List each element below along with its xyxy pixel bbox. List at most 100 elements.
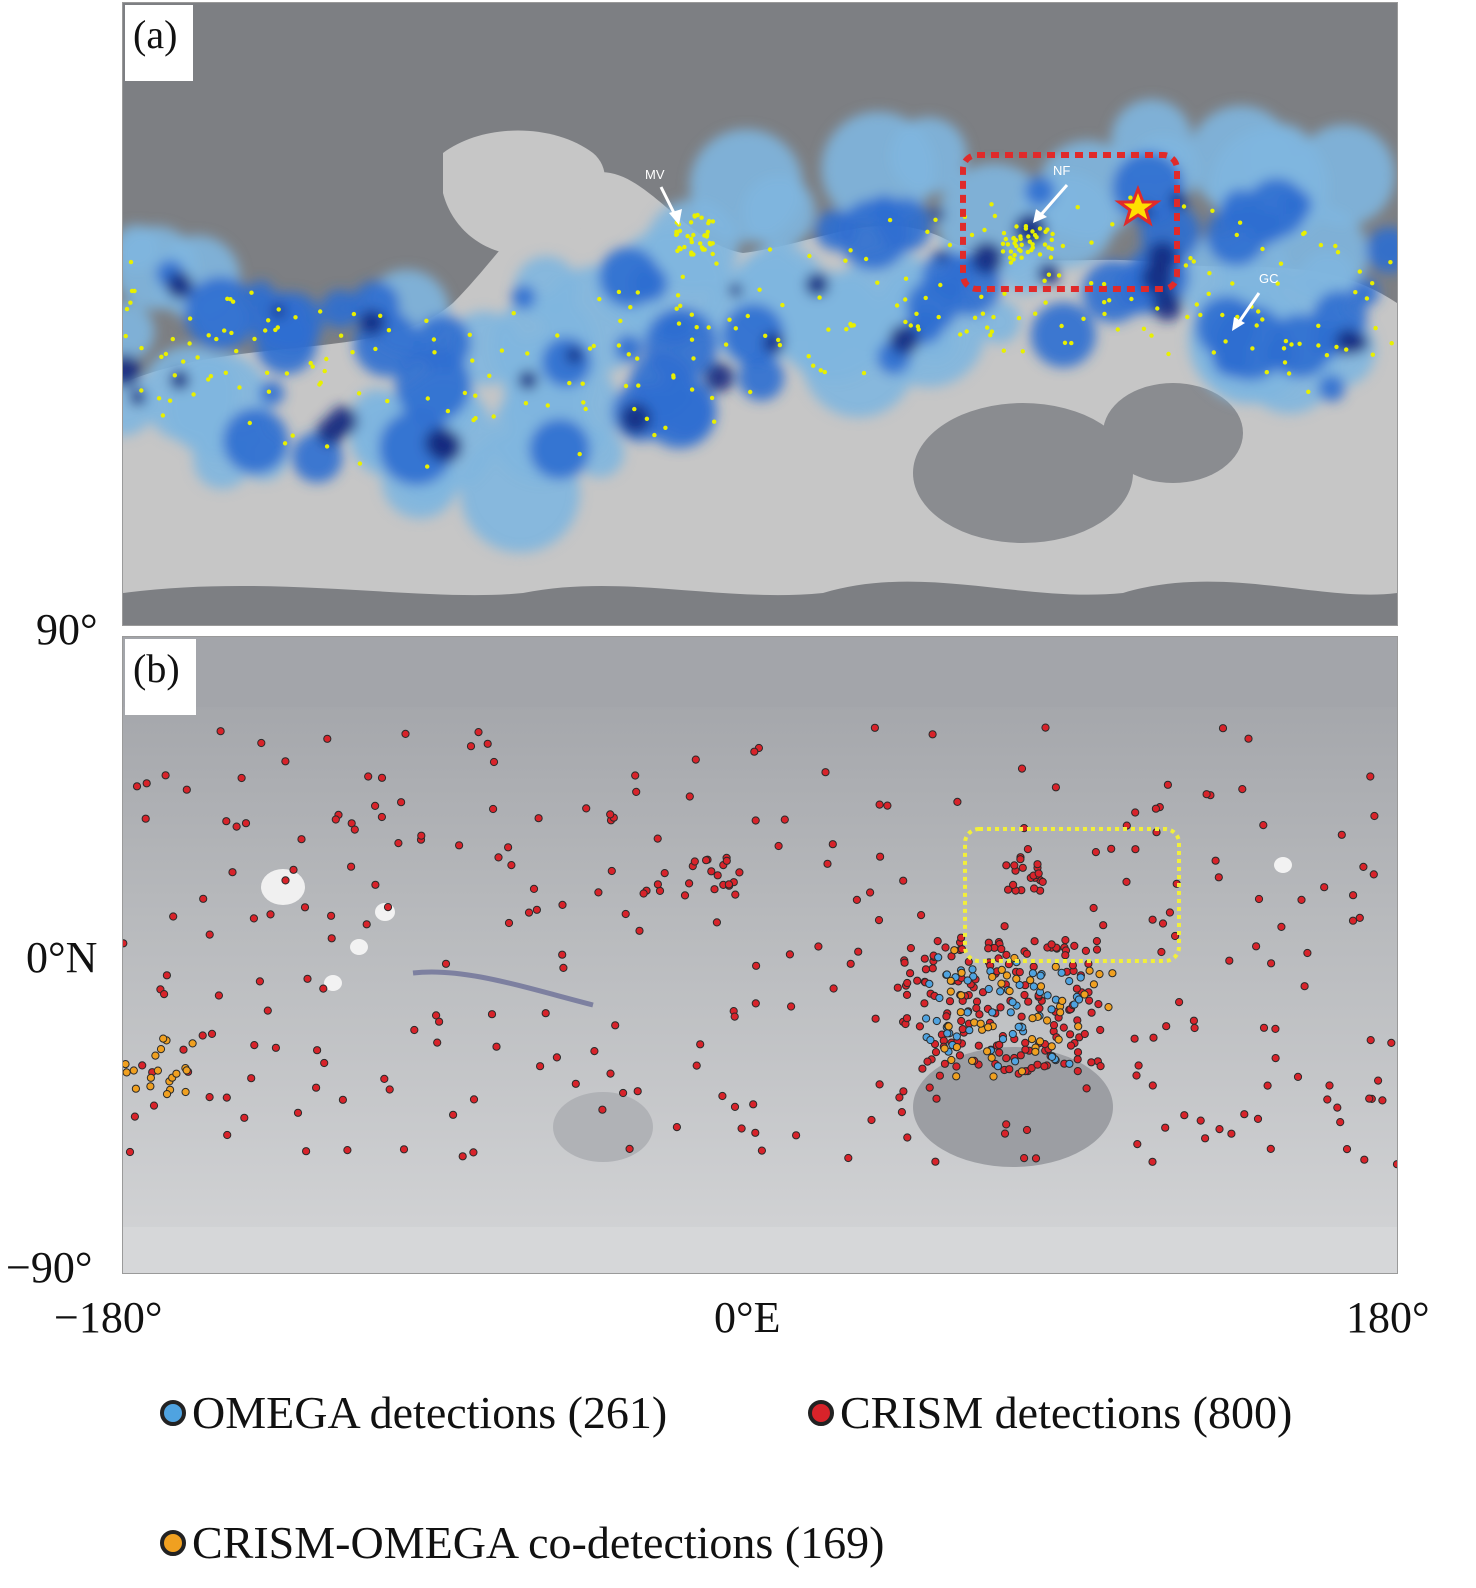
crism-detection-marker (250, 1041, 259, 1050)
crism-detection-marker (1091, 848, 1101, 857)
detection-point (1001, 230, 1007, 236)
detection-point (691, 356, 696, 361)
crism-detection-marker (377, 773, 387, 782)
crism-detection-marker (1392, 1160, 1397, 1169)
detection-point (1373, 325, 1378, 331)
detection-point (988, 333, 993, 338)
density-blob (1318, 374, 1346, 402)
nili-fossae-box (963, 827, 1181, 963)
crism-detection-marker (1148, 915, 1157, 924)
detection-point (356, 391, 362, 396)
omega-detection-marker (942, 970, 952, 979)
crism-detection-marker (1238, 785, 1247, 794)
detection-point (979, 294, 984, 299)
crism-detection-marker (138, 1061, 147, 1070)
detection-point (985, 325, 990, 330)
detection-point (139, 345, 144, 351)
crism-detection-marker (829, 984, 838, 993)
detection-point (293, 315, 298, 320)
crism-detection-marker (619, 1088, 628, 1098)
panel-b-map: (b) (122, 636, 1398, 1274)
density-blob (931, 207, 945, 221)
detection-point (989, 329, 995, 334)
detection-point (159, 354, 164, 359)
detection-point (1256, 309, 1261, 314)
detection-point (581, 400, 586, 405)
crism-detection-marker (875, 800, 884, 809)
co-detection-marker (984, 1023, 993, 1032)
crism-detection-marker (814, 942, 823, 951)
isidis-region (1103, 383, 1243, 483)
crism-detection-marker (854, 947, 863, 956)
co-detection-marker (1056, 1008, 1065, 1017)
detection-point (322, 368, 327, 374)
crism-detection-marker (1297, 895, 1306, 904)
density-blob (620, 402, 652, 434)
crism-detection-marker (931, 1048, 941, 1057)
detection-point (936, 314, 941, 320)
crism-detection-marker (718, 1091, 727, 1101)
crism-detection-marker (1030, 884, 1039, 893)
crism-detection-marker (928, 730, 937, 739)
omega-detection-marker (1047, 1005, 1056, 1014)
crism-detection-marker (1148, 1081, 1157, 1090)
detection-point (156, 396, 162, 401)
crism-detection-marker (469, 1095, 479, 1104)
crism-detection-marker (1171, 931, 1180, 941)
crism-detection-marker (1049, 1021, 1059, 1030)
crism-detection-marker (327, 934, 336, 943)
detection-point (1316, 323, 1321, 328)
density-blob (518, 370, 538, 390)
crism-detection-marker (1073, 1067, 1082, 1076)
crism-detection-marker (1082, 1084, 1091, 1093)
detection-point (432, 350, 437, 355)
crism-detection-marker (347, 862, 356, 871)
detection-point (580, 381, 585, 386)
detection-point (1183, 263, 1189, 268)
detection-point (1344, 347, 1349, 352)
tharsis-region (443, 130, 605, 255)
detection-point (523, 401, 529, 406)
crism-detection-marker (466, 742, 476, 751)
density-blob (414, 315, 471, 372)
detection-point (1278, 261, 1284, 266)
detection-point (958, 332, 963, 337)
detection-point (1264, 370, 1270, 375)
crism-detection-marker (1175, 998, 1184, 1007)
detection-point (1046, 245, 1051, 250)
crism-detection-marker (297, 835, 306, 844)
detection-point (1194, 302, 1200, 307)
crism-detection-marker (712, 918, 722, 927)
crism-detection-marker (774, 841, 783, 851)
co-detection-marker (987, 1053, 996, 1062)
co-detection-marker (1047, 1042, 1056, 1051)
crism-detection-marker (433, 1038, 442, 1047)
detection-point (677, 245, 682, 250)
crism-detection-marker (920, 999, 929, 1008)
detection-point (1049, 246, 1055, 252)
detection-point (1023, 226, 1029, 231)
crism-detection-marker (867, 1115, 876, 1125)
detection-point (591, 343, 596, 349)
crism-detection-marker (1259, 1023, 1269, 1032)
omega-detection-marker (963, 976, 972, 985)
crism-detection-marker (653, 880, 663, 889)
crism-detection-marker (1271, 1054, 1280, 1063)
detection-point (652, 432, 657, 438)
detection-point (706, 325, 711, 330)
detection-point (318, 309, 323, 314)
crism-detection-marker (632, 787, 641, 796)
detection-point (767, 247, 773, 252)
crism-detection-marker (984, 944, 993, 953)
detection-point (247, 420, 252, 426)
crism-detection-marker (1033, 1060, 1042, 1069)
co-detection-marker (940, 1044, 949, 1053)
crism-detection-marker (232, 822, 241, 831)
detection-point (234, 348, 239, 354)
detection-point (806, 354, 811, 359)
detection-point (635, 356, 640, 361)
detection-point (1260, 317, 1265, 322)
crism-detection-marker (362, 920, 371, 929)
crism-detection-marker (995, 1048, 1004, 1057)
crism-detection-marker (1387, 1038, 1396, 1047)
